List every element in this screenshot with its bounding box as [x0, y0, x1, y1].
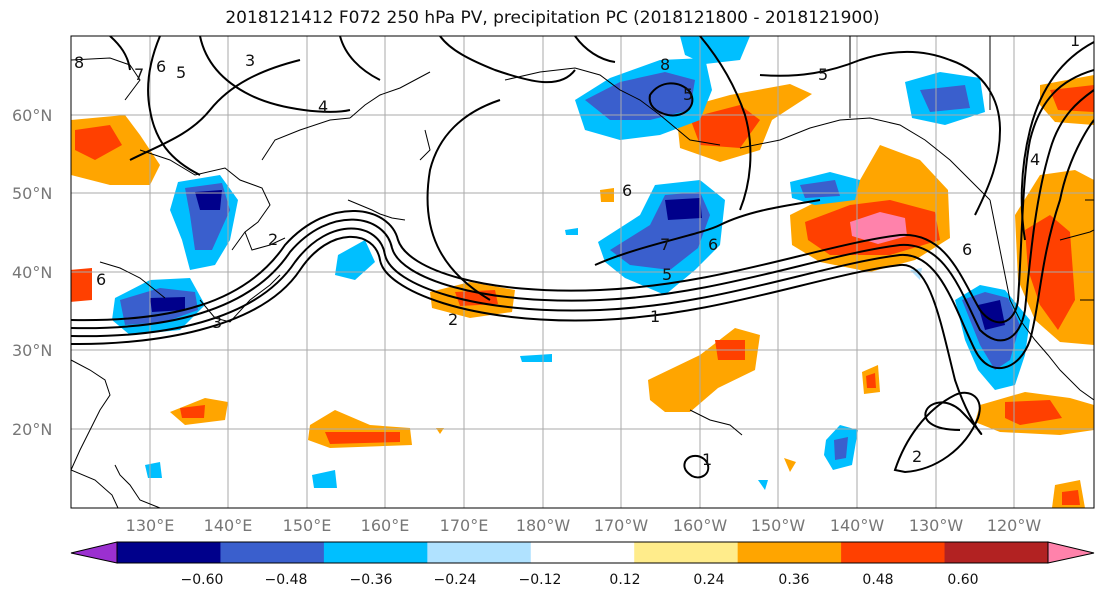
lat-label: 60°N [12, 106, 52, 125]
colorbar-max-extend [1047, 541, 1095, 564]
contour-label: 6 [156, 57, 166, 76]
colorbar-segment [841, 542, 946, 563]
contour-label: 8 [74, 53, 84, 72]
colorbar-segment [323, 542, 428, 563]
longitude-labels: 130°E 140°E 150°E 160°E 170°E 180°W 170°… [126, 516, 1042, 535]
contour-label: 7 [134, 65, 144, 84]
colorbar-tick-label: −0.48 [265, 572, 308, 588]
colorbar-segment [530, 542, 635, 563]
contour-label: 5 [176, 63, 186, 82]
lon-label: 130°E [126, 516, 175, 535]
lon-label: 120°W [987, 516, 1042, 535]
lat-label: 50°N [12, 184, 52, 203]
colorbar-segment [737, 542, 842, 563]
colorbar-segment [427, 542, 532, 563]
lon-label: 170°E [440, 516, 489, 535]
lon-label: 150°W [751, 516, 806, 535]
colorbar-tick-label: 0.24 [693, 572, 724, 588]
latitude-labels: 60°N 50°N 40°N 30°N 20°N [12, 106, 52, 439]
coastlines [71, 36, 1094, 508]
lon-label: 170°W [594, 516, 649, 535]
colorbar-segments [117, 542, 1049, 563]
contour-label: 3 [212, 313, 222, 332]
colorbar-segment [220, 542, 325, 563]
contour-label: 6 [622, 181, 632, 200]
colorbar-tick-label: −0.24 [434, 572, 477, 588]
contour-label: 6 [96, 270, 106, 289]
contour-label: 6 [708, 235, 718, 254]
page-title: 2018121412 F072 250 hPa PV, precipitatio… [225, 8, 880, 28]
map-frame [70, 35, 1095, 509]
contour-label: 2 [448, 310, 458, 329]
colorbar-tick-label: 0.60 [947, 572, 978, 588]
contour-label-group: 8 7 6 5 3 4 8 5 5 6 2 6 3 1 7 6 5 1 2 6 … [74, 31, 1080, 469]
colorbar: −0.60 −0.48 −0.36 −0.24 −0.12 0.12 0.24 … [70, 541, 1095, 588]
contour-label: 4 [318, 97, 328, 116]
colorbar-tick-label: 0.12 [609, 572, 640, 588]
lat-label: 40°N [12, 263, 52, 282]
lat-label: 20°N [12, 420, 52, 439]
pv-contours [71, 36, 1094, 479]
lat-label: 30°N [12, 341, 52, 360]
colorbar-segment [117, 542, 221, 563]
colorbar-segment [634, 542, 739, 563]
contour-label: 4 [1030, 150, 1040, 169]
colorbar-tick-label: −0.60 [181, 572, 224, 588]
lon-label: 130°W [909, 516, 964, 535]
colorbar-tick-label: 0.48 [862, 572, 893, 588]
contour-label: 7 [660, 235, 670, 254]
lat-lon-grid [71, 36, 1094, 508]
lon-label: 140°E [204, 516, 253, 535]
colorbar-tick-label: −0.36 [350, 572, 393, 588]
contour-label: 5 [683, 85, 693, 104]
contour-label: 8 [660, 55, 670, 74]
lon-label: 150°E [283, 516, 332, 535]
contour-label: 6 [962, 240, 972, 259]
lon-label: 160°E [361, 516, 410, 535]
contour-label: 1 [650, 307, 660, 326]
colorbar-tick-label: 0.36 [778, 572, 809, 588]
colorbar-min-extend [70, 541, 118, 564]
contour-label: 1 [702, 450, 712, 469]
contour-label: 5 [662, 265, 672, 284]
contour-label: 2 [268, 230, 278, 249]
lon-label: 180°W [516, 516, 571, 535]
contour-label: 5 [818, 65, 828, 84]
contour-label: 1 [1070, 31, 1080, 50]
lon-label: 140°W [830, 516, 885, 535]
colorbar-outline [116, 541, 1049, 564]
contour-label: 2 [912, 447, 922, 466]
colorbar-tick-label: −0.12 [519, 572, 562, 588]
lon-label: 160°W [673, 516, 728, 535]
colorbar-segment [944, 542, 1049, 563]
colorbar-labels: −0.60 −0.48 −0.36 −0.24 −0.12 0.12 0.24 … [181, 572, 979, 588]
contour-label: 3 [245, 51, 255, 70]
